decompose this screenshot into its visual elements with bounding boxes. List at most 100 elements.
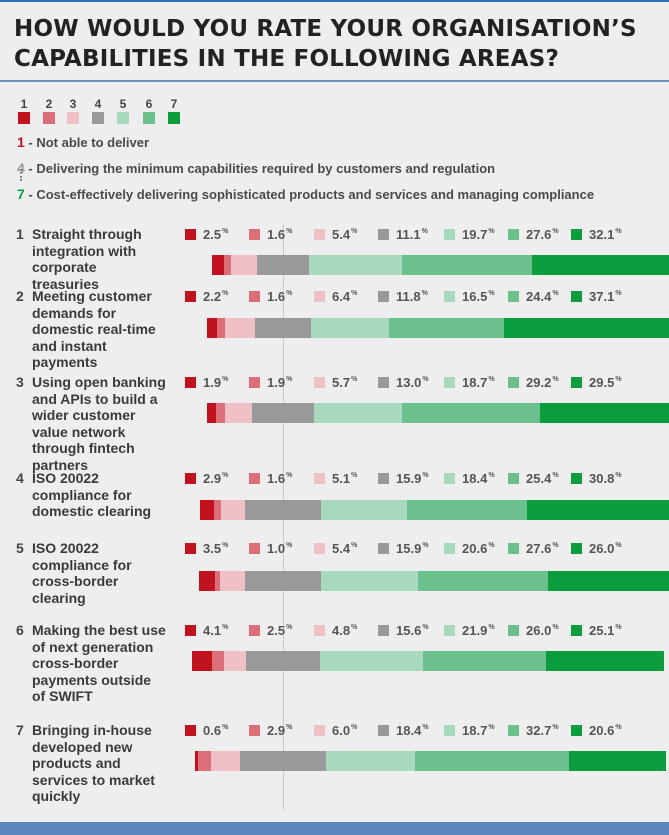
value-number: 1.0	[267, 541, 286, 556]
scale-swatch-6	[143, 112, 155, 124]
value-swatch-4	[378, 543, 389, 554]
value-number: 13.0	[396, 375, 422, 390]
scale-swatch-4	[92, 112, 104, 124]
value-number: 11.8	[396, 289, 421, 304]
value-number: 5.1	[332, 471, 351, 486]
percent-sign: %	[222, 624, 229, 631]
percent-sign: %	[615, 624, 622, 631]
value-label: 3.5%	[203, 541, 228, 556]
percent-sign: %	[552, 472, 559, 479]
value-label: 15.6%	[396, 623, 429, 638]
bar-segment-1	[207, 318, 218, 338]
value-number: 1.6	[267, 289, 286, 304]
value-label: 18.7%	[462, 723, 495, 738]
value-swatch-4	[378, 377, 389, 388]
percent-sign: %	[222, 724, 229, 731]
value-label: 13.0%	[396, 375, 429, 390]
value-number: 5.4	[332, 227, 351, 242]
value-number: 20.6	[462, 541, 488, 556]
bar-segment-2	[216, 403, 226, 423]
value-swatch-1	[185, 473, 196, 484]
value-swatch-4	[378, 291, 389, 302]
value-label: 29.5%	[589, 375, 622, 390]
value-swatch-2	[249, 377, 260, 388]
percent-sign: %	[422, 542, 429, 549]
bar-segment-6	[417, 571, 549, 591]
scale-number-5: 5	[119, 97, 127, 111]
percent-sign: %	[286, 376, 293, 383]
value-swatch-2	[249, 473, 260, 484]
percent-sign: %	[421, 290, 428, 297]
percent-sign: %	[615, 724, 622, 731]
value-swatch-6	[508, 377, 519, 388]
value-label: 4.1%	[203, 623, 228, 638]
value-number: 37.1	[589, 289, 615, 304]
scale-number-3: 3	[69, 97, 77, 111]
legend-text: - Cost-effectively delivering sophistica…	[24, 187, 595, 202]
value-label: 5.4%	[332, 227, 357, 242]
value-swatch-3	[314, 291, 325, 302]
percent-sign: %	[488, 228, 495, 235]
value-label: 2.9%	[203, 471, 228, 486]
question-label: Using open banking and APIs to build a w…	[32, 374, 166, 473]
legend-number: 1	[17, 134, 25, 150]
bar-segment-5	[320, 571, 418, 591]
value-swatch-5	[444, 725, 455, 736]
bar-segment-1	[211, 255, 224, 275]
percent-sign: %	[552, 290, 559, 297]
bar-segment-2	[197, 751, 212, 771]
value-number: 25.1	[589, 623, 615, 638]
value-swatch-5	[444, 543, 455, 554]
value-swatch-3	[314, 377, 325, 388]
question-label: ISO 20022 compliance for cross-border cl…	[32, 540, 132, 606]
value-swatch-1	[185, 377, 196, 388]
value-label: 4.8%	[332, 623, 357, 638]
scale-swatch-2	[43, 112, 55, 124]
value-label: 30.8%	[589, 471, 622, 486]
question-label: Bringing in-house developed new products…	[32, 722, 155, 804]
bar-segment-3	[225, 403, 253, 423]
value-number: 4.1	[203, 623, 222, 638]
value-swatch-5	[444, 377, 455, 388]
value-swatch-6	[508, 229, 519, 240]
percent-sign: %	[422, 724, 429, 731]
bar-segment-3	[231, 255, 257, 275]
bar-segment-3	[219, 571, 246, 591]
percent-sign: %	[488, 376, 495, 383]
bar-segment-7	[527, 500, 669, 520]
value-number: 4.8	[332, 623, 351, 638]
percent-sign: %	[488, 290, 495, 297]
value-label: 1.6%	[267, 227, 292, 242]
percent-sign: %	[351, 624, 358, 631]
value-label: 5.1%	[332, 471, 357, 486]
bar-segment-1	[194, 751, 198, 771]
value-swatch-1	[185, 229, 196, 240]
bar-segment-7	[539, 403, 669, 423]
value-swatch-3	[314, 625, 325, 636]
value-swatch-5	[444, 625, 455, 636]
value-label: 25.1%	[589, 623, 622, 638]
percent-sign: %	[222, 376, 229, 383]
value-number: 29.2	[526, 375, 552, 390]
value-swatch-2	[249, 229, 260, 240]
value-swatch-6	[508, 625, 519, 636]
value-number: 18.7	[462, 375, 488, 390]
percent-sign: %	[351, 724, 358, 731]
value-swatch-2	[249, 725, 260, 736]
value-swatch-2	[249, 291, 260, 302]
question-number: 6	[16, 622, 24, 638]
bar-segment-7	[569, 751, 667, 771]
value-swatch-4	[378, 625, 389, 636]
bar-segment-2	[213, 500, 222, 520]
value-swatch-4	[378, 725, 389, 736]
value-label: 18.4%	[396, 723, 429, 738]
value-label: 16.5%	[462, 289, 495, 304]
question-number: 5	[16, 540, 24, 556]
bar-segment-5	[319, 651, 424, 671]
value-number: 15.6	[396, 623, 422, 638]
bar-segment-1	[192, 651, 212, 671]
scale-number-2: 2	[45, 97, 53, 111]
value-swatch-7	[571, 377, 582, 388]
question-number: 2	[16, 288, 24, 304]
value-number: 16.5	[462, 289, 488, 304]
